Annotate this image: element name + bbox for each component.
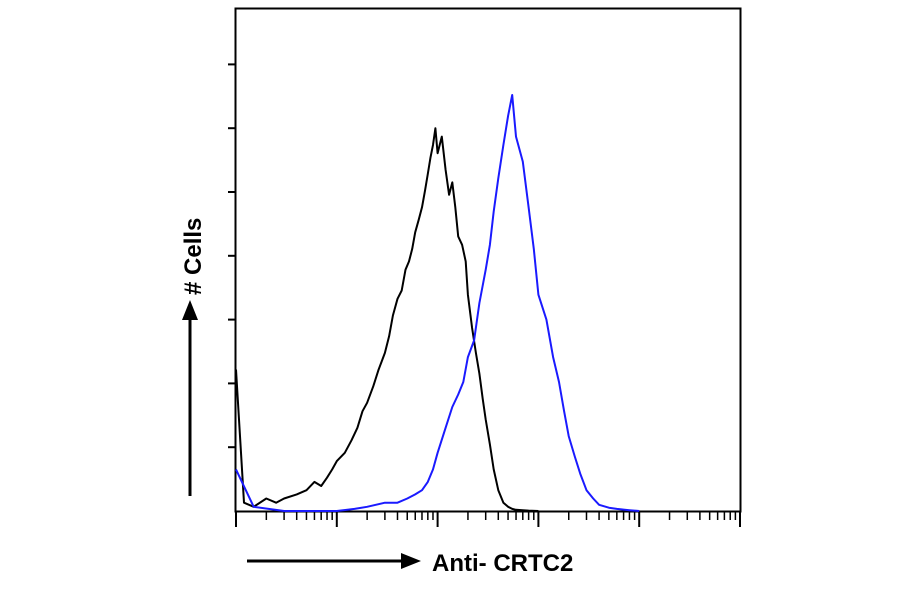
x-axis-label: Anti- CRTC2 — [432, 550, 573, 577]
x-axis-arrowhead-icon — [401, 553, 421, 569]
y-axis-arrowhead-icon — [182, 300, 198, 320]
series-1-line — [235, 127, 539, 512]
y-axis-label-group: # Cells — [180, 218, 207, 496]
series-2-line — [235, 94, 640, 512]
series-layer — [235, 94, 640, 512]
y-axis-label: # Cells — [180, 218, 207, 295]
y-axis-ticks — [228, 63, 236, 449]
x-axis-ticks — [235, 511, 741, 527]
x-axis-label-group: Anti- CRTC2 — [247, 550, 573, 577]
